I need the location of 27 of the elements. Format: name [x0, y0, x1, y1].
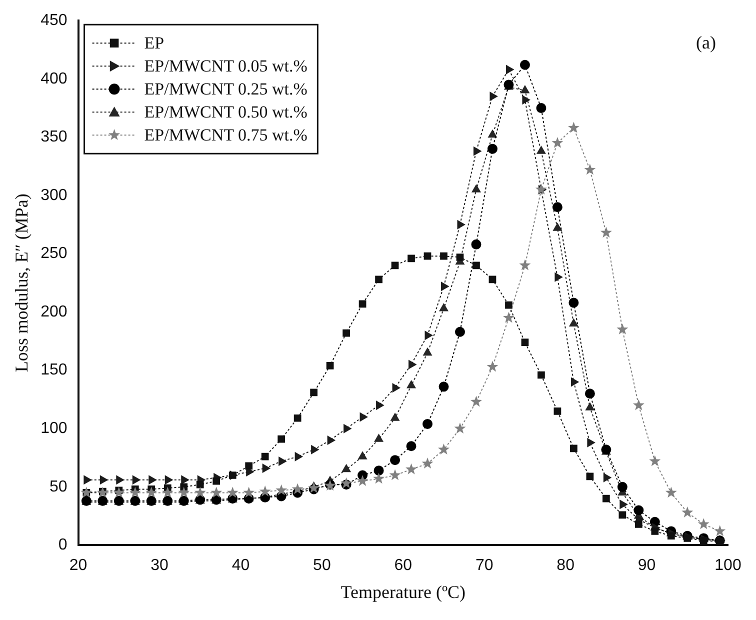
x-tick-label: 70	[475, 557, 494, 574]
y-tick-label: 400	[40, 70, 68, 88]
y-tick-label: 200	[40, 303, 68, 320]
x-tick-label: 90	[638, 557, 656, 574]
x-tick-label: 30	[150, 557, 169, 574]
x-tick-label: 100	[714, 557, 742, 574]
x-tick-label: 40	[232, 557, 250, 574]
y-tick-label: 450	[40, 12, 68, 30]
y-tick-label: 100	[40, 420, 68, 438]
y-tick-label: 250	[40, 245, 68, 262]
x-tick-label: 60	[394, 557, 412, 574]
y-tick-label: 150	[40, 362, 68, 379]
y-axis-title: Loss modulus, E″ (MPa)	[12, 194, 32, 372]
y-tick-label: 300	[40, 186, 68, 204]
x-axis-title: Temperature (ºC)	[340, 582, 466, 602]
y-tick-label: 350	[40, 128, 68, 146]
x-tick-label: 80	[556, 557, 575, 574]
legend-label: EP/MWCNT 0.75 wt.%	[144, 126, 308, 145]
annotation: (a)	[696, 32, 716, 52]
legend-label: EP/MWCNT 0.05 wt.%	[144, 56, 308, 76]
legend-label: EP/MWCNT 0.25 wt.%	[144, 80, 308, 99]
x-tick-label: 50	[313, 557, 331, 574]
y-tick-label: 0	[58, 536, 68, 554]
legend-label: EP	[144, 34, 164, 53]
y-tick-label: 50	[50, 478, 68, 496]
x-tick-label: 20	[69, 557, 88, 574]
legend-label: EP/MWCNT 0.50 wt.%	[144, 102, 308, 122]
